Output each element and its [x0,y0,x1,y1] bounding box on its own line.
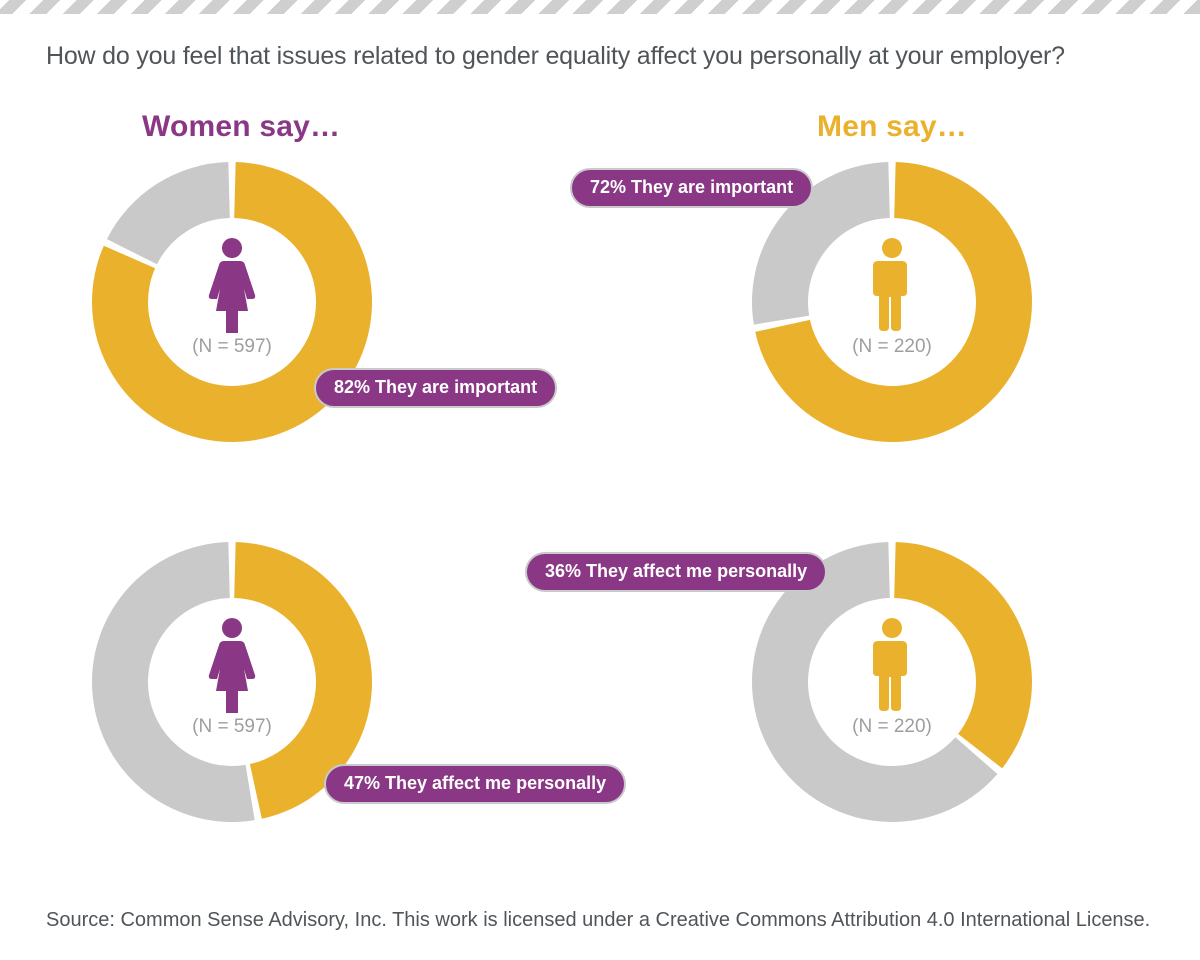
callout-men-affect: 36% They affect me personally [525,552,827,592]
sample-size-label: (N = 597) [192,336,272,358]
callout-women-affect: 47% They affect me personally [324,764,626,804]
callout-women-important: 82% They are important [314,368,557,408]
man-icon [868,617,916,713]
woman-icon [204,617,260,713]
donut-center-icon [204,617,260,713]
donut-center-icon [868,237,916,333]
column-header-men: Men say… [817,110,967,144]
sample-size-label: (N = 220) [852,716,932,738]
woman-icon [204,237,260,333]
sample-size-label: (N = 597) [192,716,272,738]
donut-center-icon [204,237,260,333]
man-icon [868,237,916,333]
callout-men-important: 72% They are important [570,168,813,208]
sample-size-label: (N = 220) [852,336,932,358]
chart-title: How do you feel that issues related to g… [46,42,1154,71]
source-attribution: Source: Common Sense Advisory, Inc. This… [46,909,1154,932]
donut-center-icon [868,617,916,713]
hatch-top-border [0,0,1200,14]
column-header-women: Women say… [142,110,340,144]
